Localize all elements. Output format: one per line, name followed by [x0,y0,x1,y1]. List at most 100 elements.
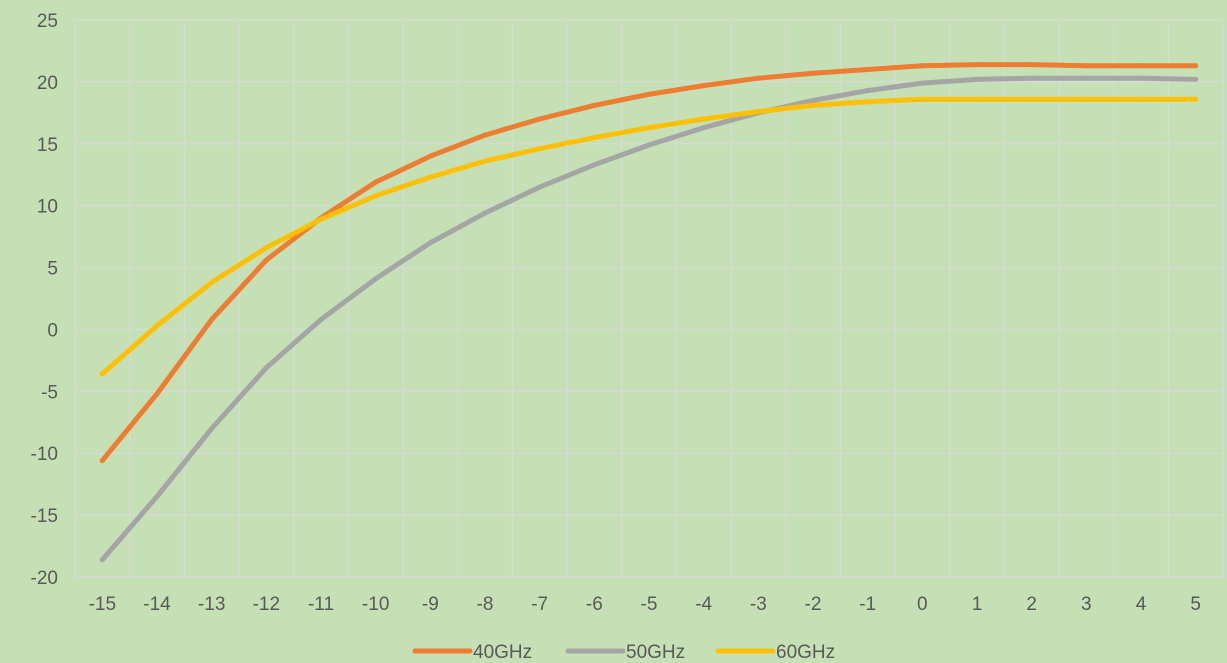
y-tick-label: -20 [31,568,58,589]
data-point [154,494,160,500]
data-point [373,179,379,185]
x-tick-label: -4 [695,594,712,615]
data-point [646,125,652,131]
data-point [373,276,379,282]
x-tick-label: -14 [143,594,171,615]
data-point [1029,62,1035,68]
data-point [318,216,324,222]
x-tick-label: 1 [972,594,983,615]
data-point [646,91,652,97]
data-point [537,184,543,190]
data-point [263,257,269,263]
x-tick-label: -9 [422,594,439,615]
data-point [755,75,761,81]
data-point [755,109,761,115]
legend-label: 60GHz [776,642,835,663]
data-point [974,62,980,68]
x-tick-label: 2 [1026,594,1037,615]
data-point [1029,96,1035,102]
data-point [1138,75,1144,81]
x-tick-label: -5 [641,594,658,615]
data-point [482,210,488,216]
data-point [646,142,652,148]
data-point [318,317,324,323]
data-point [865,99,871,105]
data-point [154,391,160,397]
legend-label: 40GHz [473,642,532,663]
data-point [482,132,488,138]
x-tick-label: 4 [1136,594,1147,615]
data-point [1138,96,1144,102]
data-point [209,425,215,431]
y-tick-label: -15 [31,506,58,527]
x-tick-label: -10 [362,594,389,615]
x-tick-label: -15 [89,594,116,615]
data-point [373,193,379,199]
data-point [537,146,543,152]
data-point [209,279,215,285]
y-tick-label: 25 [37,11,58,32]
data-point [701,125,707,131]
data-point [865,88,871,94]
data-point [99,371,105,377]
data-point [209,317,215,323]
x-tick-label: -7 [531,594,548,615]
x-tick-label: -6 [586,594,603,615]
legend: 40GHz 50GHz 60GHz [412,642,835,663]
y-tick-label: 0 [47,320,58,341]
data-point [1193,76,1199,82]
data-point [810,102,816,108]
data-point [919,63,925,69]
grid [74,19,1224,578]
x-tick-label: -13 [198,594,225,615]
data-point [263,245,269,251]
series-lines [99,62,1199,563]
data-point [591,102,597,108]
data-point [810,70,816,76]
series-line-50ghz [99,75,1199,563]
data-point [974,76,980,82]
data-point [263,365,269,371]
data-point [1193,63,1199,69]
data-point [591,135,597,141]
data-point [537,116,543,122]
data-point [919,96,925,102]
data-point [99,557,105,563]
data-point [99,458,105,464]
x-tick-label: -3 [750,594,767,615]
data-point [427,174,433,180]
x-tick-label: -1 [859,594,876,615]
data-point [1083,96,1089,102]
data-point [1193,96,1199,102]
data-point [919,80,925,86]
x-tick-label: 0 [917,594,928,615]
data-point [701,116,707,122]
series-line-60ghz [99,96,1199,377]
x-tick-label: -11 [308,594,334,615]
data-point [701,83,707,89]
y-tick-label: -10 [31,444,58,465]
data-point [810,97,816,103]
data-point [1083,63,1089,69]
data-point [865,67,871,73]
x-tick-label: -2 [805,594,822,615]
x-tick-label: -12 [253,594,280,615]
legend-label: 50GHz [626,642,685,663]
data-point [427,153,433,159]
x-tick-label: -8 [477,594,494,615]
y-tick-label: 10 [37,197,58,218]
x-tick-label: 3 [1081,594,1092,615]
x-tick-label: 5 [1190,594,1201,615]
y-tick-label: -5 [41,382,58,403]
y-tick-label: 5 [47,259,58,280]
data-point [154,323,160,329]
y-tick-label: 20 [37,73,58,94]
data-point [1029,75,1035,81]
data-point [482,158,488,164]
data-point [427,240,433,246]
y-tick-label: 15 [37,135,58,156]
data-point [591,162,597,168]
